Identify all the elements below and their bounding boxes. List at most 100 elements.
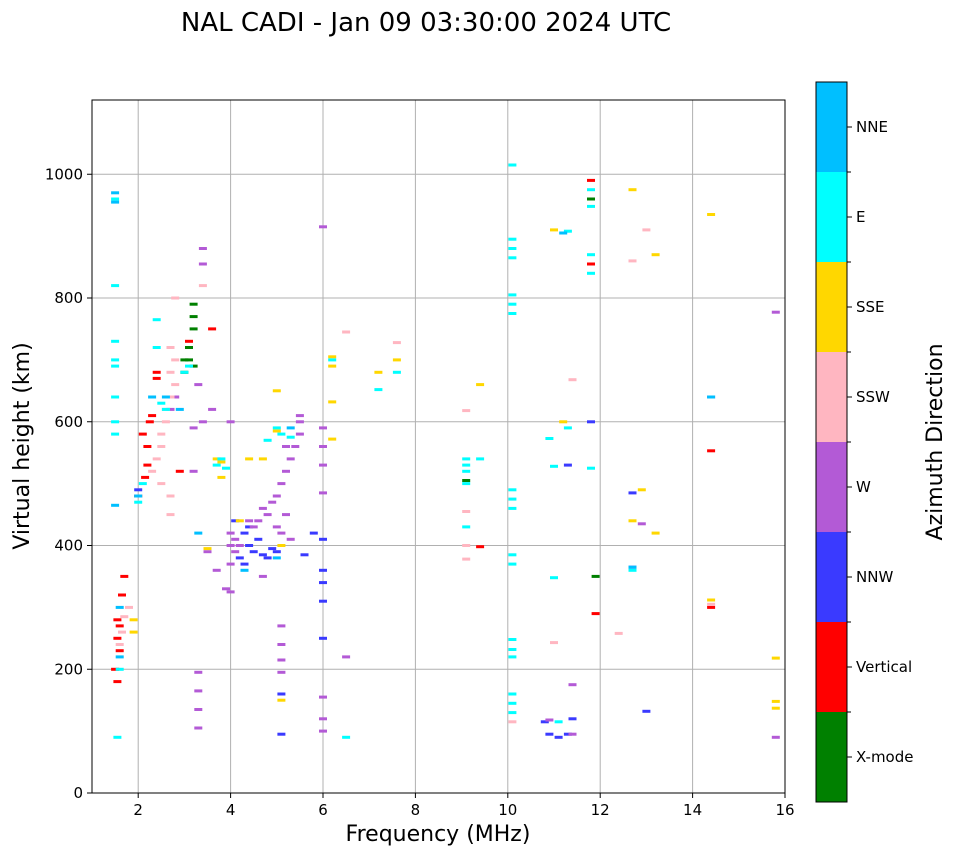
data-point [145,420,154,424]
data-point [554,735,563,739]
data-point [277,432,286,436]
data-point [185,364,193,368]
data-point [319,491,327,495]
data-point [115,649,124,653]
data-point [277,624,286,628]
colorbar-frame [815,81,848,803]
y-tick-label: 1000 [45,165,83,183]
data-point [222,587,230,591]
data-point [568,732,577,736]
colorbar-tick-label: E [856,208,865,226]
data-point [591,612,600,616]
data-point [328,358,337,362]
data-point [161,420,170,424]
data-point [226,544,235,547]
colorbar-segment [816,82,847,172]
data-point [226,531,235,535]
data-point [129,630,138,634]
data-point [462,463,471,467]
data-point [319,581,327,585]
data-point [508,506,517,510]
series-nne [111,191,716,659]
data-point [462,409,471,413]
data-point [152,376,161,380]
data-point [508,692,517,696]
data-point [157,401,166,405]
data-point [111,395,120,399]
data-point [134,500,143,504]
colorbar-segment [816,622,847,712]
x-tick-label: 12 [591,801,610,819]
data-point [217,475,226,479]
data-point [291,445,300,448]
data-point [587,253,595,257]
data-point [587,262,595,266]
data-point [771,699,780,703]
data-point [508,163,517,167]
data-point [194,726,203,730]
data-point [143,445,152,448]
plot-area: 2 4 6 8 10 12 14 16 0 200 400 600 800 1000 [45,99,795,819]
data-point [545,732,554,736]
data-point [277,643,286,646]
data-point [138,482,147,486]
data-point [212,568,221,572]
chart-title: NAL CADI - Jan 09 03:30:00 2024 UTC [181,8,671,38]
data-point [115,605,124,609]
data-point [342,735,351,739]
data-point [614,631,623,635]
data-point [568,683,577,687]
data-point [319,636,327,640]
data-point [282,445,290,448]
data-point [245,457,254,461]
data-point [707,395,716,399]
data-point [651,253,660,257]
data-point [258,506,267,510]
data-point [563,732,572,736]
data-point [113,618,122,622]
data-point [328,355,337,359]
x-tick-label: 16 [775,801,794,819]
data-point [462,457,471,461]
data-point [166,513,175,517]
data-point [258,574,267,578]
data-point [277,692,286,696]
data-point [272,389,281,393]
colorbar-segment [816,712,847,802]
data-point [282,469,290,473]
data-point [152,346,161,349]
data-point [141,475,150,479]
data-point [462,482,471,486]
data-point [235,544,244,547]
data-point [226,562,235,566]
data-point [115,667,124,671]
data-point [637,522,646,526]
data-point [277,544,286,547]
data-point [462,469,471,473]
x-axis-label: Frequency (MHz) [346,822,531,847]
series-nnw [134,420,651,739]
data-point [166,370,175,374]
data-point [295,420,304,424]
y-tick-label: 200 [54,660,83,678]
data-point [111,667,120,671]
data-point [591,574,600,578]
data-point [258,553,267,557]
data-point [707,602,716,606]
series-vertical [111,178,716,684]
data-point [286,435,295,439]
data-point [203,547,212,551]
data-point [113,636,122,640]
data-point [272,429,281,433]
data-point [550,641,558,645]
data-point [508,562,517,566]
series-sse [129,188,780,710]
data-point [111,339,120,343]
data-point [476,545,485,549]
x-tick-label: 4 [226,801,236,819]
data-point [319,426,327,430]
data-point [272,426,281,430]
data-point [392,341,401,345]
data-point [235,519,244,523]
data-point [115,643,124,646]
